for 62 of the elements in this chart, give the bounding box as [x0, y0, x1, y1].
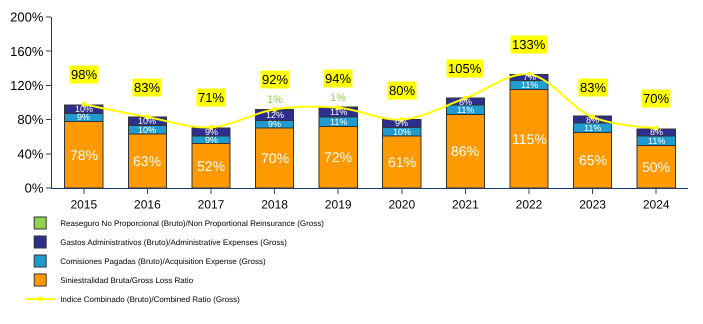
data-label: 11%: [330, 117, 348, 127]
data-label: 10%: [138, 116, 156, 126]
data-label: 105%: [448, 61, 482, 76]
data-label: 9%: [395, 118, 408, 128]
data-label: 133%: [512, 37, 546, 52]
y-tick-label: 200%: [10, 10, 44, 25]
data-label: 9%: [205, 127, 218, 137]
data-label: 11%: [584, 123, 602, 133]
x-tick-label: 2015: [70, 197, 98, 212]
data-label: 9%: [77, 112, 90, 122]
data-label: 65%: [579, 152, 608, 168]
data-label: 52%: [197, 158, 226, 174]
x-tick-label: 2016: [134, 197, 162, 212]
data-label: 1%: [330, 92, 346, 104]
data-label: 11%: [648, 136, 666, 146]
data-label: 80%: [389, 83, 416, 98]
data-label: 9%: [268, 119, 282, 129]
data-label: 115%: [512, 131, 547, 147]
legend-label: Reaseguro No Proporcional (Bruto)/Non Proportional Reinsurance (Gross): [60, 219, 324, 228]
data-label: 94%: [325, 71, 352, 86]
y-tick-label: 160%: [10, 44, 44, 59]
x-tick-label: 2020: [388, 197, 416, 212]
x-tick-label: 2021: [452, 197, 480, 212]
legend-label: Indice Combinado (Bruto)/Combined Ratio (Gross): [60, 295, 240, 304]
x-tick-label: 2023: [579, 197, 606, 212]
data-label: 70%: [643, 91, 670, 106]
data-label: 11%: [330, 107, 348, 117]
x-tick-label: 2019: [324, 197, 352, 212]
data-label: 63%: [133, 153, 162, 169]
data-label: 71%: [198, 90, 224, 105]
data-label: 70%: [261, 150, 290, 166]
data-label: 92%: [262, 72, 288, 87]
data-label: 72%: [324, 149, 352, 165]
data-label: 86%: [451, 143, 480, 159]
data-label: 50%: [642, 159, 670, 175]
data-label: 1%: [267, 94, 284, 106]
legend-label: Comisiones Pagadas (Bruto)/Acquisition Expense (Gross): [60, 257, 266, 266]
data-label: 8%: [459, 97, 472, 107]
data-label: 11%: [521, 80, 538, 90]
x-tick-label: 2018: [261, 197, 288, 212]
data-label: 83%: [580, 80, 606, 95]
data-label: 8%: [650, 127, 664, 137]
legend-label: Siniestralidad Bruta/Gross Loss Ratio: [60, 276, 194, 286]
x-tick-label: 2022: [516, 197, 543, 212]
data-label: 10%: [138, 125, 156, 135]
legend-label: Gastos Administrativos (Bruto)/Administrative Expenses (Gross): [60, 238, 288, 248]
data-label: 98%: [71, 67, 98, 82]
y-tick-label: 120%: [10, 78, 44, 93]
data-label: 78%: [70, 147, 98, 163]
y-tick-label: 80%: [17, 112, 44, 128]
data-label: 10%: [75, 104, 94, 114]
x-tick-label: 2017: [198, 197, 225, 212]
data-label: 12%: [266, 110, 284, 120]
data-label: 11%: [457, 105, 474, 115]
x-tick-label: 2024: [642, 197, 670, 212]
data-label: 61%: [388, 154, 416, 170]
y-tick-label: 0%: [24, 180, 44, 196]
data-label: 10%: [393, 127, 412, 137]
point: [272, 106, 278, 112]
y-tick-label: 40%: [17, 146, 44, 162]
data-label: 83%: [134, 80, 160, 95]
data-label: 9%: [205, 135, 218, 145]
